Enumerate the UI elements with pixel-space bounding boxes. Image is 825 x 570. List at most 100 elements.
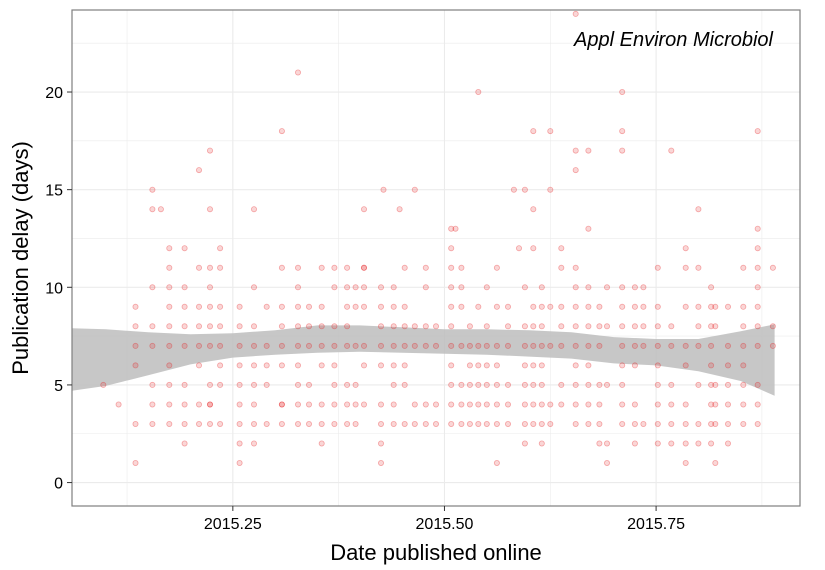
data-point (278, 401, 285, 408)
data-point (401, 323, 408, 330)
y-tick-label: 10 (45, 280, 63, 297)
data-point (521, 420, 528, 427)
data-point (360, 342, 367, 349)
data-point (585, 420, 592, 427)
data-point (278, 323, 285, 330)
data-point (708, 381, 715, 388)
data-point (682, 440, 689, 447)
data-point (521, 381, 528, 388)
data-point (294, 381, 301, 388)
data-point (754, 264, 761, 271)
data-point (725, 303, 732, 310)
data-point (585, 401, 592, 408)
data-point (619, 147, 626, 154)
data-point (521, 440, 528, 447)
data-point (195, 167, 202, 174)
data-point (422, 401, 429, 408)
data-point (195, 264, 202, 271)
data-point (475, 381, 482, 388)
data-point (294, 362, 301, 369)
data-point (344, 381, 351, 388)
data-point (377, 342, 384, 349)
data-point (572, 303, 579, 310)
y-tick-label: 15 (45, 183, 63, 200)
data-point (558, 303, 565, 310)
data-point (294, 69, 301, 76)
data-point (585, 362, 592, 369)
data-point (521, 401, 528, 408)
data-point (604, 284, 611, 291)
data-point (263, 381, 270, 388)
data-point (132, 420, 139, 427)
data-point (206, 303, 213, 310)
data-point (572, 147, 579, 154)
data-point (250, 284, 257, 291)
data-point (195, 362, 202, 369)
data-point (547, 420, 554, 427)
journal-annotation: Appl Environ Microbiol (573, 29, 774, 51)
data-point (448, 381, 455, 388)
data-point (654, 303, 661, 310)
data-point (654, 264, 661, 271)
data-point (538, 381, 545, 388)
data-point (360, 303, 367, 310)
data-point (149, 206, 156, 213)
data-point (206, 147, 213, 154)
data-point (318, 401, 325, 408)
data-point (217, 264, 224, 271)
data-point (493, 401, 500, 408)
data-point (475, 401, 482, 408)
data-point (493, 342, 500, 349)
data-point (263, 362, 270, 369)
data-point (712, 459, 719, 466)
data-point (682, 303, 689, 310)
data-point (458, 420, 465, 427)
data-point (411, 342, 418, 349)
data-point (712, 323, 719, 330)
data-point (619, 381, 626, 388)
data-point (654, 420, 661, 427)
data-point (654, 381, 661, 388)
data-point (318, 323, 325, 330)
data-point (572, 10, 579, 17)
data-point (712, 381, 719, 388)
data-point (448, 303, 455, 310)
data-point (631, 440, 638, 447)
data-point (132, 323, 139, 330)
data-point (585, 381, 592, 388)
data-point (401, 362, 408, 369)
data-point (530, 420, 537, 427)
data-point (181, 420, 188, 427)
data-point (504, 401, 511, 408)
data-point (604, 459, 611, 466)
data-point (377, 401, 384, 408)
data-point (448, 362, 455, 369)
data-point (263, 303, 270, 310)
data-point (181, 440, 188, 447)
data-point (740, 264, 747, 271)
data-point (740, 362, 747, 369)
data-point (422, 342, 429, 349)
data-point (448, 245, 455, 252)
data-point (475, 303, 482, 310)
data-point (572, 420, 579, 427)
data-point (166, 303, 173, 310)
data-point (654, 401, 661, 408)
data-point (754, 225, 761, 232)
data-point (458, 401, 465, 408)
data-point (708, 362, 715, 369)
data-point (206, 323, 213, 330)
data-point (596, 323, 603, 330)
data-point (206, 284, 213, 291)
data-point (344, 401, 351, 408)
y-axis-ticks: 0 5 10 15 20 (45, 85, 72, 493)
data-point (250, 342, 257, 349)
data-point (483, 420, 490, 427)
data-point (278, 362, 285, 369)
data-point (181, 342, 188, 349)
data-point (344, 284, 351, 291)
data-point (411, 401, 418, 408)
data-point (558, 245, 565, 252)
y-tick-label: 20 (45, 85, 63, 102)
data-point (318, 264, 325, 271)
